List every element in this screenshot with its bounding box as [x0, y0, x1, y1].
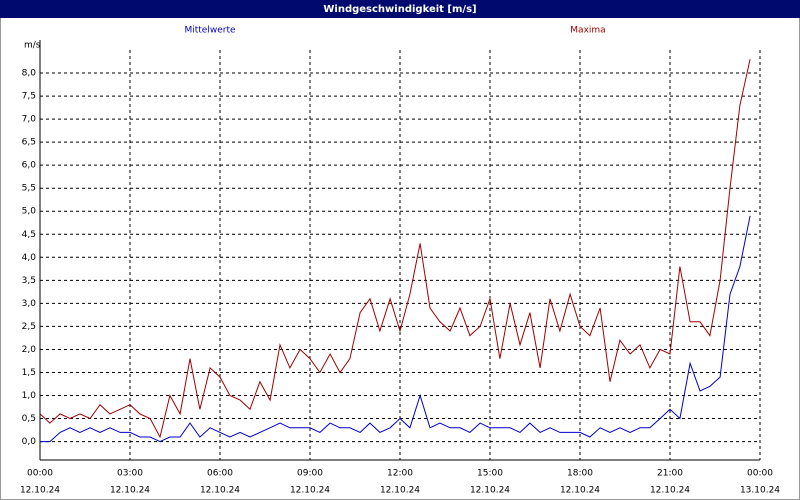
- y-tick-label: 7,5: [22, 92, 36, 102]
- y-tick-label: 6,0: [22, 161, 37, 171]
- x-tick-date: 12.10.24: [650, 486, 690, 496]
- legend-label: Maxima: [570, 26, 605, 36]
- x-tick-label: 00:00: [27, 469, 53, 479]
- x-tick-label: 18:00: [567, 469, 593, 479]
- y-tick-label: 0,0: [22, 437, 37, 447]
- y-tick-label: 1,5: [22, 368, 36, 378]
- x-tick-label: 06:00: [207, 469, 233, 479]
- title-bar: [0, 0, 800, 18]
- y-tick-label: 7,0: [22, 115, 37, 125]
- y-tick-label: 4,0: [22, 253, 37, 263]
- x-tick-date: 12.10.24: [20, 486, 60, 496]
- x-tick-date: 12.10.24: [470, 486, 510, 496]
- x-tick-label: 21:00: [657, 469, 683, 479]
- y-tick-label: 1,0: [22, 391, 37, 401]
- y-tick-label: 6,5: [22, 138, 36, 148]
- y-unit: m/s: [24, 41, 41, 51]
- y-tick-label: 4,5: [22, 230, 36, 240]
- x-tick-date: 12.10.24: [110, 486, 150, 496]
- y-tick-label: 8,0: [22, 69, 37, 79]
- y-tick-label: 2,5: [22, 322, 36, 332]
- x-tick-date: 12.10.24: [380, 486, 420, 496]
- x-tick-label: 03:00: [117, 469, 143, 479]
- y-tick-label: 0,5: [22, 414, 36, 424]
- y-tick-label: 3,0: [22, 299, 37, 309]
- y-tick-label: 2,0: [22, 345, 37, 355]
- chart-title: Windgeschwindigkeit [m/s]: [323, 4, 476, 15]
- series-line: [39, 59, 751, 439]
- x-tick-date: 12.10.24: [560, 486, 600, 496]
- x-tick-label: 12:00: [387, 469, 413, 479]
- y-tick-label: 3,5: [22, 276, 36, 286]
- x-tick-date: 12.10.24: [290, 486, 330, 496]
- x-tick-date: 13.10.24: [740, 486, 780, 496]
- legend-label: Mittelwerte: [184, 26, 235, 36]
- x-tick-label: 15:00: [477, 469, 503, 479]
- y-tick-label: 5,5: [22, 184, 36, 194]
- x-tick-label: 00:00: [747, 469, 773, 479]
- y-tick-label: 5,0: [22, 207, 37, 217]
- x-tick-date: 12.10.24: [200, 486, 240, 496]
- series-line: [40, 215, 751, 443]
- x-tick-label: 09:00: [297, 469, 323, 479]
